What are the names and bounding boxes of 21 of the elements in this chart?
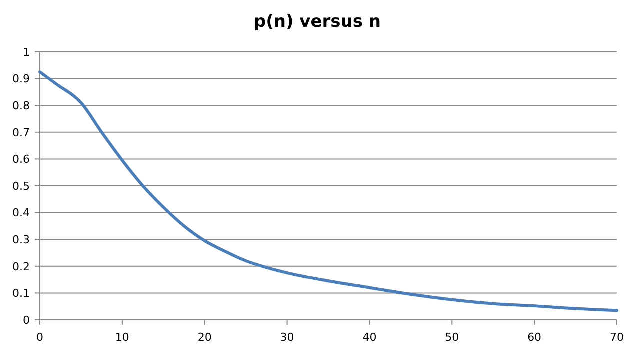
y-tick-label: 0.1 xyxy=(12,287,30,300)
x-tick-label: 30 xyxy=(280,331,294,344)
y-tick-label: 0.9 xyxy=(12,72,30,86)
x-tick-label: 40 xyxy=(362,331,377,344)
x-tick-label: 50 xyxy=(445,331,460,344)
y-tick-label: 0.5 xyxy=(12,180,30,193)
y-tick-label: 0.6 xyxy=(12,153,30,166)
y-tick-label: 0 xyxy=(23,314,30,327)
x-tick-label: 60 xyxy=(528,331,542,344)
y-tick-label: 0.8 xyxy=(12,99,30,112)
x-tick-label: 0 xyxy=(36,331,44,344)
chart-title: p(n) versus n xyxy=(254,12,382,32)
y-tick-label: 1 xyxy=(23,46,30,59)
y-tick-label: 0.3 xyxy=(12,233,30,246)
y-tick-label: 0.2 xyxy=(12,260,30,274)
line-series xyxy=(38,70,618,312)
y-tick-label: 0.4 xyxy=(12,206,30,220)
x-tick-label: 20 xyxy=(198,331,212,344)
y-tick-label: 0.7 xyxy=(12,126,30,140)
x-tick-label: 70 xyxy=(610,331,624,344)
x-tick-label: 10 xyxy=(115,331,130,344)
